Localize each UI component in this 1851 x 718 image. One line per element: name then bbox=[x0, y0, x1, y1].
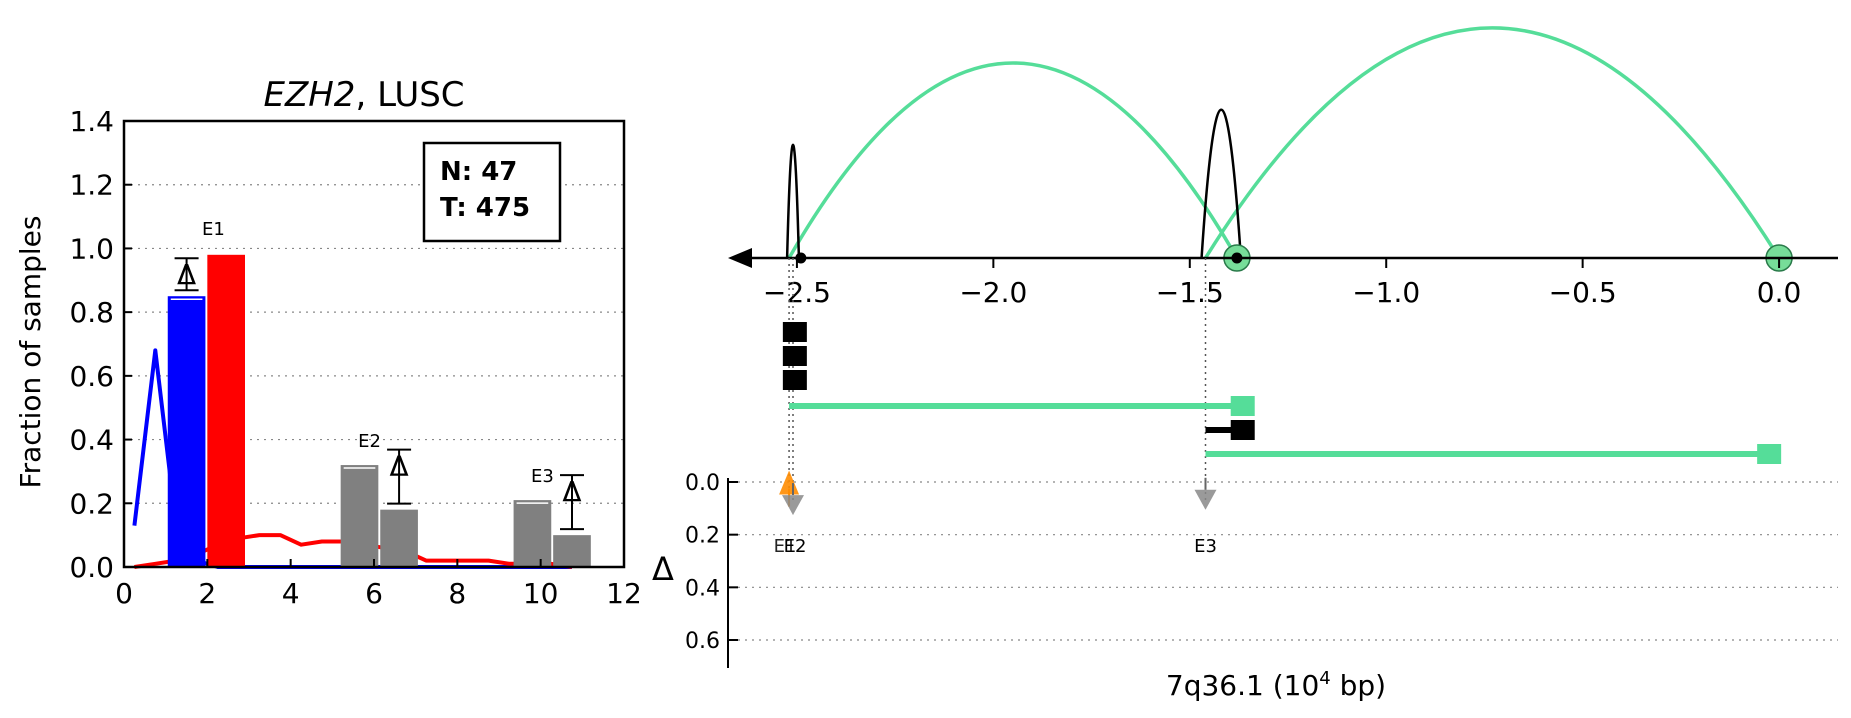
bar-normal-E1 bbox=[167, 296, 206, 567]
delta-tick-label: 0.6 bbox=[685, 629, 720, 654]
bar-tumor-E1 bbox=[207, 254, 245, 568]
y-tick-label: 1.0 bbox=[69, 232, 114, 265]
marker-down-triangle-icon bbox=[782, 495, 804, 516]
x-tick-label: 2 bbox=[198, 577, 216, 610]
legend-tumor-count: T: 475 bbox=[440, 193, 530, 223]
exon-block bbox=[782, 346, 807, 366]
marker-up-triangle-icon bbox=[779, 470, 800, 495]
y-tick-label: 0.2 bbox=[69, 487, 114, 520]
delta-tick-label: 0.0 bbox=[685, 471, 720, 496]
x-tick-label: 0 bbox=[115, 577, 133, 610]
x-tick-label: 0.0 bbox=[1757, 276, 1802, 309]
delta-symbol: Δ bbox=[390, 450, 409, 483]
x-tick-label: 4 bbox=[282, 577, 300, 610]
exon-label: E2 bbox=[358, 431, 381, 452]
chart-title: EZH2, LUSC bbox=[263, 75, 464, 115]
delta-tick-label: 0.4 bbox=[685, 576, 720, 601]
delta-axis-label: Δ bbox=[652, 550, 674, 588]
marker-label-E1: E1 bbox=[774, 536, 797, 557]
delta-tick-label: 0.2 bbox=[685, 524, 720, 549]
legend-normal-count: N: 47 bbox=[440, 157, 517, 187]
delta-symbol: Δ bbox=[562, 475, 581, 508]
y-tick-label: 1.2 bbox=[69, 169, 114, 202]
y-tick-label: 1.4 bbox=[69, 105, 114, 138]
x-tick-label: −0.5 bbox=[1549, 276, 1617, 309]
y-tick-label: 0.6 bbox=[69, 360, 114, 393]
marker-label-E3: E3 bbox=[1194, 536, 1217, 557]
exon-block bbox=[1230, 420, 1255, 440]
exon-block bbox=[782, 370, 807, 390]
bar-tumor-E2 bbox=[380, 509, 418, 567]
genomic-axis: −2.5 −2.0 −1.5 −1.0 −0.5 0.0 bbox=[728, 248, 1838, 309]
x-tick-label: −1.5 bbox=[1156, 276, 1224, 309]
axis-ticks: 0.0 0.2 0.4 0.6 0.8 1.0 1.2 1.4 0 2 4 6 8 10 12 bbox=[69, 105, 641, 610]
marker-down-triangle-icon bbox=[1194, 489, 1217, 510]
bar-tumor-E3 bbox=[553, 535, 591, 567]
x-tick-label: 10 bbox=[523, 577, 559, 610]
delta-gridlines bbox=[738, 481, 1838, 641]
x-tick-label: −2.5 bbox=[763, 276, 831, 309]
bar-normal-E2 bbox=[340, 465, 379, 567]
legend-box: N: 47 T: 475 bbox=[422, 141, 562, 243]
x-tick-label: −1.0 bbox=[1352, 276, 1420, 309]
y-axis-label: Fraction of samples bbox=[14, 216, 47, 489]
x-tick-label: −2.0 bbox=[959, 276, 1027, 309]
x-tick-label: 8 bbox=[448, 577, 466, 610]
exon-block bbox=[1757, 444, 1782, 464]
y-tick-label: 0.0 bbox=[69, 551, 114, 584]
junction-peak-black-0 bbox=[785, 143, 801, 259]
x-axis-label: 7q36.1 (104 bp) bbox=[1166, 668, 1386, 702]
junction-peak-black-1 bbox=[1200, 108, 1243, 259]
genomic-track-chart: −2.5 −2.0 −1.5 −1.0 −0.5 0.0 0.00.20.40.6 E1E… bbox=[652, 26, 1838, 702]
exon-block bbox=[782, 322, 807, 342]
y-tick-label: 0.4 bbox=[69, 424, 114, 457]
exon-label: E3 bbox=[531, 466, 554, 487]
axis-arrow-left-icon bbox=[728, 248, 752, 268]
transcript-track bbox=[782, 322, 1782, 464]
x-tick-label: 12 bbox=[606, 577, 642, 610]
delta-symbol: Δ bbox=[177, 258, 196, 291]
junction-arc-green-0 bbox=[787, 61, 1239, 259]
x-tick-label: 6 bbox=[365, 577, 383, 610]
exon-label: E1 bbox=[202, 219, 225, 240]
bar-normal-E3 bbox=[513, 500, 552, 567]
delta-axis: 0.0 0.2 0.4 0.6 bbox=[685, 471, 738, 668]
junction-arc-green-1 bbox=[1204, 26, 1781, 259]
bars: E1 Δ E2 Δ E3 Δ bbox=[167, 219, 591, 568]
marker-label-E2: E2 bbox=[784, 536, 807, 557]
y-tick-label: 0.8 bbox=[69, 296, 114, 329]
exon-block bbox=[1230, 396, 1255, 416]
junction-arcs bbox=[785, 26, 1793, 272]
exon-usage-chart: EZH2, LUSC Fraction of samples E1 Δ E2 Δ E3 Δ… bbox=[14, 75, 642, 610]
